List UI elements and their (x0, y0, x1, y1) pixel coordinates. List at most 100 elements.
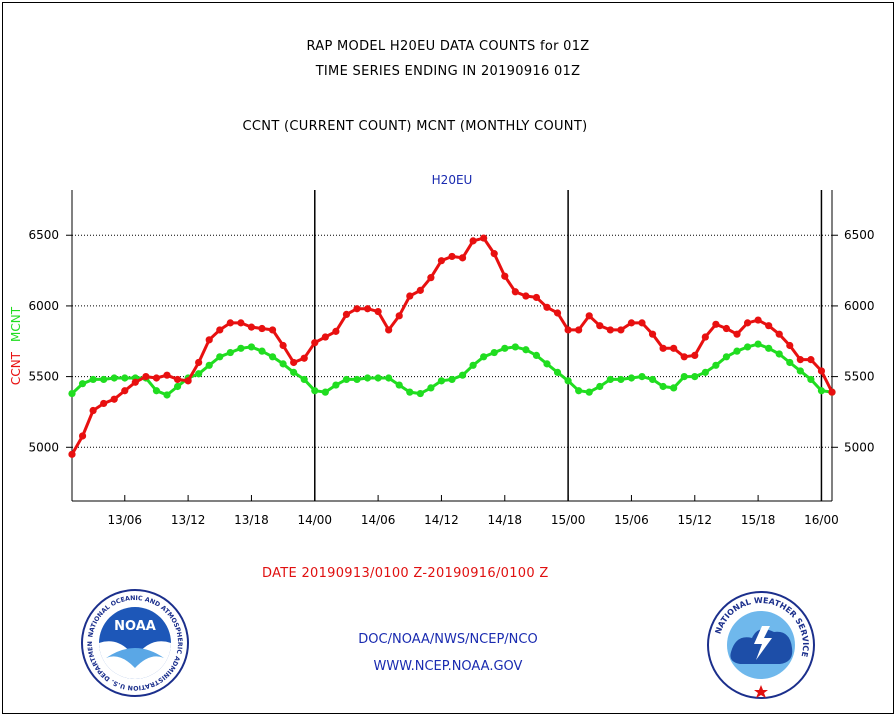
data-point-mcnt (754, 340, 762, 348)
data-point-ccnt (195, 358, 203, 367)
x-tick-label: 14/00 (297, 513, 332, 527)
x-tick-label: 14/06 (361, 513, 396, 527)
data-point-ccnt (247, 323, 256, 331)
y-tick-label-left: 5000 (28, 440, 59, 454)
data-point-mcnt (342, 375, 351, 384)
data-point-mcnt (100, 375, 108, 384)
data-point-mcnt (68, 389, 76, 398)
data-point-ccnt (110, 395, 118, 403)
data-point-ccnt (585, 312, 593, 320)
data-point-ccnt (701, 333, 709, 341)
data-point-mcnt (237, 344, 245, 352)
x-tick-label: 15/18 (741, 513, 776, 527)
data-point-mcnt (733, 347, 741, 355)
data-point-ccnt (258, 324, 266, 333)
data-point-ccnt (807, 356, 815, 364)
data-point-mcnt (448, 375, 456, 384)
data-point-mcnt (290, 368, 298, 376)
data-point-mcnt (691, 373, 699, 381)
date-range-label: DATE 20190913/0100 Z-20190916/0100 Z (262, 566, 549, 581)
data-point-ccnt (775, 330, 783, 338)
data-point-mcnt (596, 382, 604, 391)
data-point-ccnt (205, 336, 213, 344)
data-point-ccnt (691, 351, 699, 359)
data-point-ccnt (89, 406, 97, 415)
footer-org-path: DOC/NOAA/NWS/NCEP/NCO (358, 632, 538, 647)
data-point-mcnt (511, 343, 519, 351)
data-point-mcnt (395, 381, 403, 389)
data-point-mcnt (722, 353, 731, 361)
data-point-ccnt (300, 354, 308, 362)
data-point-ccnt (374, 307, 382, 316)
data-point-ccnt (353, 305, 361, 313)
data-point-mcnt (670, 384, 678, 392)
data-point-ccnt (638, 319, 646, 327)
data-point-ccnt (480, 234, 488, 242)
y-tick-label-left: 6500 (28, 228, 59, 242)
data-point-ccnt (142, 373, 150, 381)
data-point-mcnt (490, 348, 498, 357)
data-point-mcnt (110, 374, 118, 382)
data-point-mcnt (817, 387, 826, 395)
data-point-mcnt (480, 353, 488, 361)
data-point-mcnt (765, 344, 773, 352)
data-point-mcnt (311, 387, 319, 395)
data-point-mcnt (775, 350, 783, 358)
data-point-mcnt (385, 374, 393, 382)
x-tick-label: 15/00 (551, 513, 586, 527)
footer-website: WWW.NCEP.NOAA.GOV (373, 659, 523, 674)
data-point-mcnt (258, 347, 266, 355)
data-point-ccnt (395, 312, 403, 320)
data-point-mcnt (627, 374, 636, 382)
x-tick-label: 16/00 (804, 513, 839, 527)
data-point-mcnt (279, 360, 287, 368)
data-point-ccnt (522, 292, 530, 300)
data-point-mcnt (575, 387, 583, 395)
data-point-ccnt (490, 250, 498, 258)
x-tick-label: 13/18 (234, 513, 269, 527)
x-tick-label: 15/06 (614, 513, 649, 527)
data-point-ccnt (648, 330, 657, 338)
data-point-ccnt (828, 388, 836, 396)
star-icon (754, 685, 768, 698)
series-line-ccnt (70, 236, 834, 456)
data-point-mcnt (216, 353, 224, 361)
data-point-mcnt (152, 387, 161, 395)
data-point-mcnt (522, 346, 530, 354)
data-point-mcnt (268, 353, 277, 361)
data-point-mcnt (300, 375, 308, 384)
data-point-ccnt (511, 288, 519, 296)
data-point-ccnt (290, 358, 298, 367)
data-point-mcnt (205, 361, 213, 369)
data-point-mcnt (353, 375, 361, 384)
data-point-ccnt (385, 326, 393, 334)
data-point-mcnt (532, 351, 541, 359)
data-point-ccnt (226, 319, 234, 327)
data-point-mcnt (89, 375, 97, 384)
data-point-mcnt (585, 388, 593, 396)
y-tick-label-right: 6500 (844, 228, 875, 242)
data-point-mcnt (543, 360, 551, 368)
data-point-mcnt (701, 368, 709, 376)
data-point-ccnt (670, 344, 678, 352)
data-point-ccnt (786, 341, 794, 350)
data-point-mcnt (648, 375, 657, 384)
data-point-ccnt (606, 326, 614, 334)
data-point-ccnt (406, 292, 414, 300)
title-line-1: RAP MODEL H20EU DATA COUNTS for 01Z (306, 39, 590, 54)
data-point-mcnt (363, 374, 372, 382)
data-point-mcnt (564, 377, 572, 385)
y-axis-label-mcnt: MCNT (9, 306, 23, 342)
y-tick-label-right: 5500 (844, 370, 875, 384)
data-point-ccnt (722, 324, 731, 333)
data-point-ccnt (268, 326, 277, 334)
data-point-mcnt (226, 348, 234, 357)
data-point-mcnt (416, 389, 424, 398)
data-point-mcnt (437, 377, 446, 385)
data-point-mcnt (606, 375, 614, 384)
data-point-mcnt (743, 343, 752, 351)
data-point-ccnt (743, 319, 752, 327)
data-point-ccnt (163, 371, 171, 379)
data-point-mcnt (659, 382, 667, 391)
